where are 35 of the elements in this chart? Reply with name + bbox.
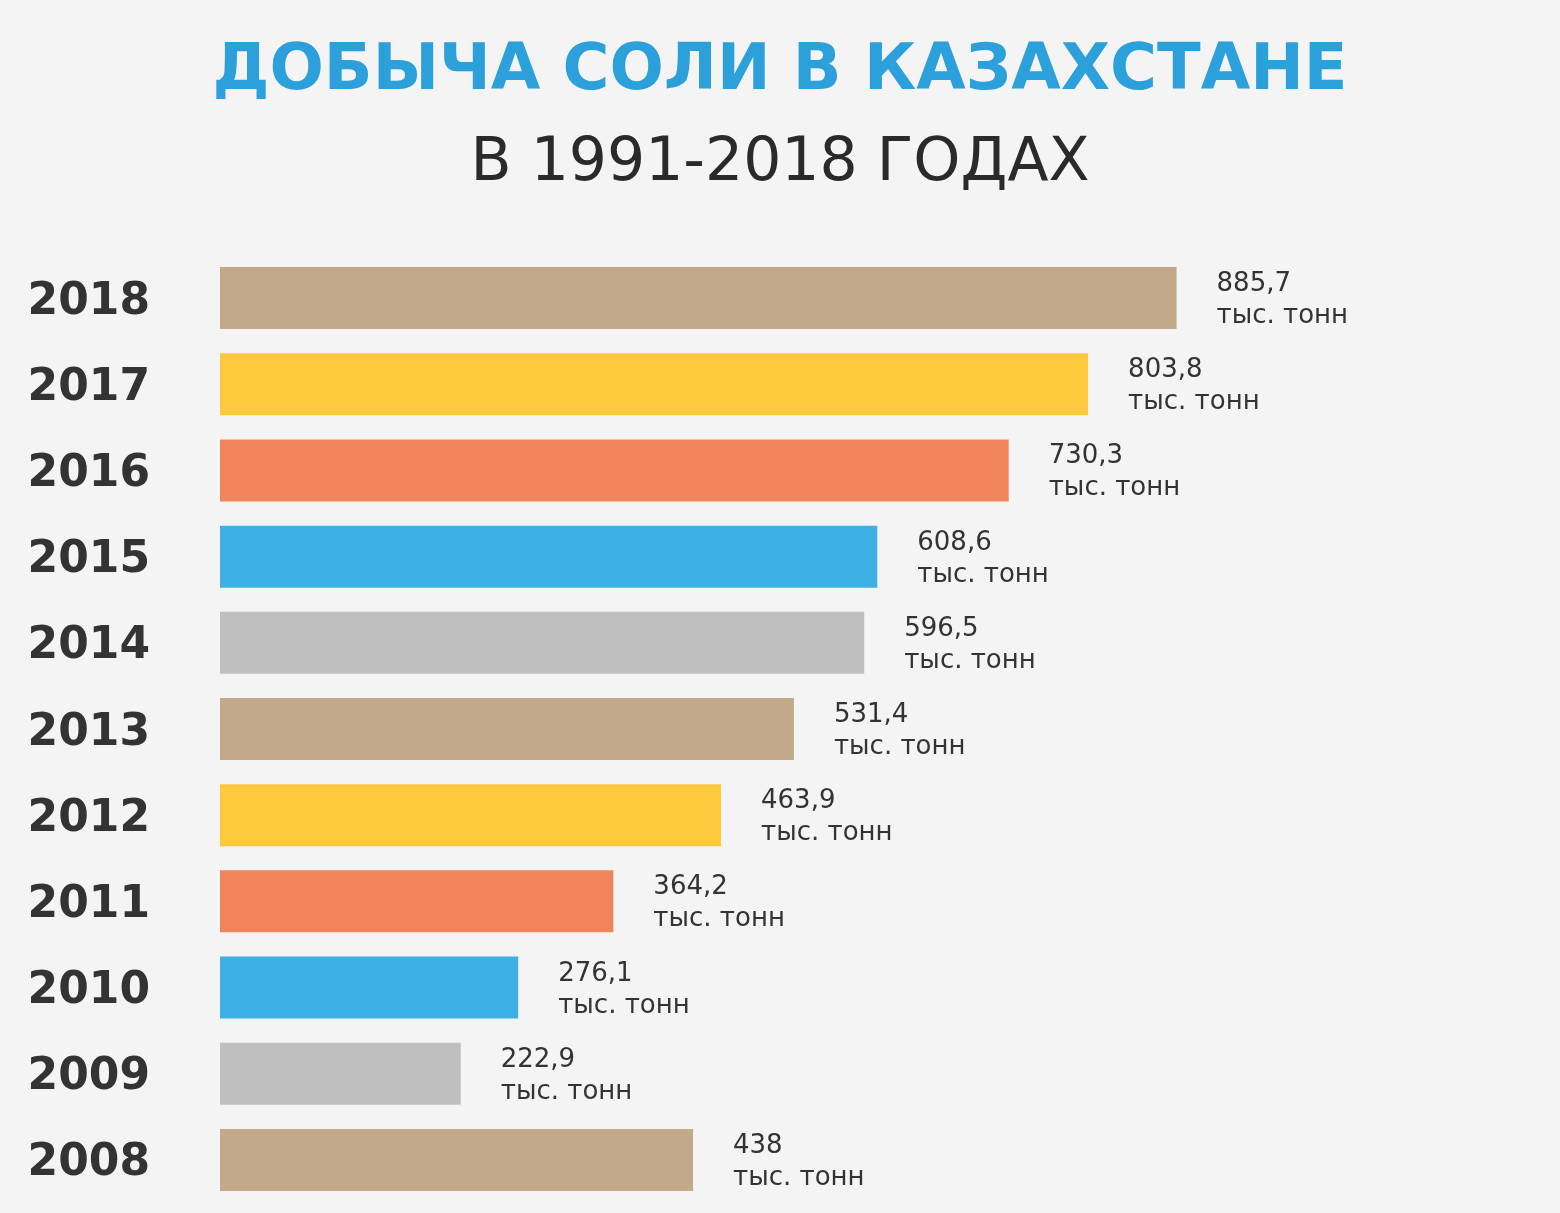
data-label: 438 тыс. тонн	[733, 1128, 865, 1191]
bar	[220, 784, 722, 847]
bar	[220, 353, 1089, 416]
y-tick-label: 2011	[27, 875, 150, 927]
chart-title: ДОБЫЧА СОЛИ В КАЗАХСТАНЕ	[212, 30, 1348, 104]
bar	[220, 956, 519, 1019]
y-tick-label: 2018	[27, 272, 150, 324]
y-tick-label: 2012	[27, 789, 150, 841]
chart-subtitle: В 1991-2018 ГОДАХ	[470, 124, 1090, 194]
bar	[220, 267, 1177, 330]
y-tick-label: 2008	[27, 1134, 150, 1186]
bar	[220, 439, 1009, 502]
data-label: 885,7 тыс. тонн	[1216, 267, 1349, 330]
data-label: 463,9 тыс. тонн	[761, 784, 893, 847]
bar	[220, 1128, 694, 1191]
bar	[220, 698, 794, 760]
data-label: 608,6 тыс. тонн	[917, 525, 1049, 588]
data-label: 596,5 тыс. тонн	[904, 611, 1036, 674]
y-tick-label: 2013	[27, 703, 150, 755]
y-tick-label: 2016	[27, 444, 150, 496]
y-tick-label: 2015	[27, 531, 150, 583]
y-tick-label: 2014	[27, 617, 150, 669]
data-label: 222,9 тыс. тонн	[500, 1042, 633, 1105]
y-tick-label: 2017	[27, 358, 150, 410]
bar	[220, 525, 878, 588]
bar	[220, 870, 614, 933]
data-label: 276,1 тыс. тонн	[558, 956, 690, 1019]
y-tick-label: 2009	[27, 1048, 150, 1100]
data-label: 730,3 тыс. тонн	[1048, 439, 1181, 502]
bar	[220, 1042, 461, 1105]
data-label: 531,4 тыс. тонн	[833, 698, 966, 760]
data-label: 364,2 тыс. тонн	[653, 870, 785, 933]
y-tick-label: 2010	[27, 962, 150, 1014]
bar	[220, 611, 865, 674]
data-label: 803,8 тыс. тонн	[1128, 353, 1260, 416]
